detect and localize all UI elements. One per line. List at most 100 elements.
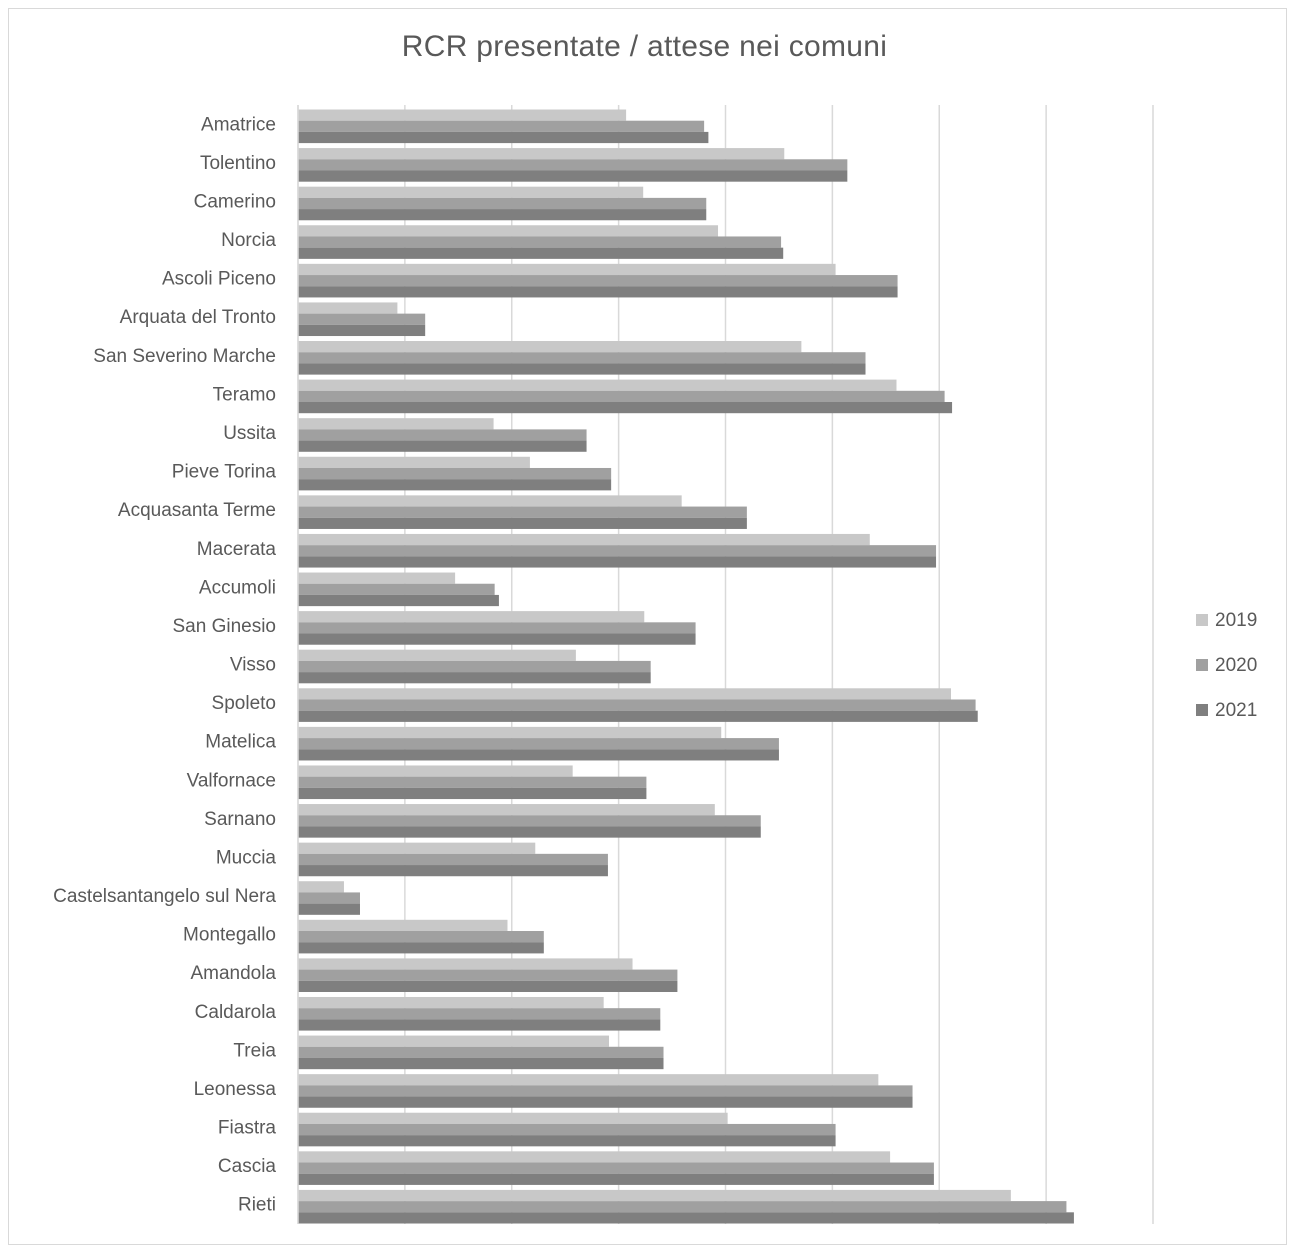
bar-2021: [298, 324, 426, 337]
legend-swatch-2020: [1196, 659, 1208, 671]
category-label: Valfornace: [187, 770, 276, 791]
bar-2019: [298, 379, 897, 391]
bar-2021: [298, 826, 761, 838]
category-label: Matelica: [205, 732, 276, 753]
bar-2019: [298, 649, 576, 661]
bar-2019: [298, 533, 870, 546]
bar-2019: [298, 1151, 891, 1163]
bar-2019: [298, 109, 627, 121]
bar-2020: [298, 1201, 1067, 1213]
category-label: Tolentino: [200, 153, 276, 174]
bar-2021: [298, 1057, 664, 1070]
category-label: Leonessa: [194, 1079, 277, 1100]
category-label: Amandola: [190, 963, 276, 984]
bar-2019: [298, 418, 494, 430]
bar-2019: [298, 726, 722, 739]
category-label: Amatrice: [201, 114, 276, 135]
category-label: Pieve Torina: [172, 462, 277, 483]
bar-2021: [298, 440, 587, 452]
bar-2020: [298, 120, 705, 132]
legend-swatch-2021: [1196, 704, 1208, 716]
bar-2021: [298, 903, 360, 915]
category-label: Ussita: [223, 423, 276, 444]
bar-2019: [298, 765, 573, 777]
bar-2021: [298, 749, 779, 761]
bar-2021: [298, 402, 953, 414]
category-label: Visso: [230, 655, 276, 676]
bar-2021: [298, 980, 678, 992]
bar-2020: [298, 660, 651, 673]
category-label: Rieti: [238, 1195, 276, 1216]
bar-2019: [298, 958, 633, 970]
category-label: Sarnano: [204, 809, 276, 830]
bar-2020: [298, 699, 976, 711]
bar-2021: [298, 633, 696, 645]
bar-2019: [298, 1189, 1011, 1202]
category-label: Norcia: [221, 230, 276, 251]
bar-2021: [298, 209, 707, 221]
bar-2020: [298, 622, 696, 634]
category-label: Cascia: [218, 1156, 277, 1177]
bar-2020: [298, 429, 587, 441]
bar-2021: [298, 1019, 661, 1031]
category-label: Acquasanta Terme: [118, 500, 276, 521]
bar-2019: [298, 611, 645, 623]
bar-2020: [298, 738, 779, 750]
bar-2019: [298, 225, 719, 237]
legend-label: 2021: [1215, 700, 1257, 721]
bar-2020: [298, 1085, 913, 1097]
bars: [297, 105, 1074, 1224]
legend-swatch-2019: [1196, 614, 1208, 626]
chart-title: RCR presentate / attese nei comuni: [401, 30, 888, 63]
bar-2019: [298, 881, 344, 893]
bar-2020: [298, 853, 608, 866]
category-label: San Severino Marche: [93, 346, 276, 367]
bar-2019: [298, 688, 952, 700]
bar-2019: [298, 1035, 610, 1047]
category-label: Muccia: [216, 847, 277, 868]
bar-2020: [298, 1162, 934, 1174]
bar-2019: [298, 302, 398, 314]
legend: 2019 2020 2021: [1196, 610, 1257, 721]
bar-2021: [298, 247, 784, 259]
legend-label: 2020: [1215, 655, 1257, 676]
bar-2019: [298, 1112, 728, 1124]
category-label: Castelsantangelo sul Nera: [53, 886, 276, 907]
bar-2020: [298, 467, 612, 480]
bar-2019: [298, 263, 836, 276]
bar-2020: [298, 1008, 661, 1020]
bar-2021: [298, 672, 651, 684]
category-label: Montegallo: [183, 925, 276, 946]
bar-2019: [298, 572, 456, 584]
bar-2021: [298, 865, 608, 877]
bar-2019: [298, 1074, 879, 1086]
bar-2020: [298, 313, 426, 325]
bar-2021: [298, 556, 937, 568]
bar-2020: [298, 815, 761, 827]
category-label: Treia: [233, 1040, 276, 1061]
bar-2019: [298, 495, 682, 507]
bar-2019: [298, 186, 644, 198]
bar-2021: [298, 594, 499, 607]
bar-2019: [298, 456, 530, 468]
category-label: Arquata del Tronto: [120, 307, 276, 328]
bar-2021: [298, 1096, 913, 1108]
bar-2021: [298, 286, 898, 298]
category-label: Fiastra: [218, 1118, 277, 1139]
bar-2021: [298, 517, 747, 529]
bar-2020: [298, 506, 747, 518]
category-label: Accumoli: [199, 577, 276, 598]
bar-2019: [298, 804, 715, 816]
category-label: Camerino: [194, 191, 276, 212]
bar-2019: [298, 919, 508, 932]
bar-2020: [298, 275, 898, 287]
bar-2021: [298, 1135, 836, 1147]
bar-2020: [298, 352, 866, 364]
bar-2020: [298, 969, 678, 981]
bar-2020: [298, 776, 647, 788]
bar-2020: [298, 1046, 664, 1058]
bar-2021: [298, 170, 848, 182]
bar-2019: [298, 341, 802, 353]
bar-2019: [298, 842, 536, 854]
